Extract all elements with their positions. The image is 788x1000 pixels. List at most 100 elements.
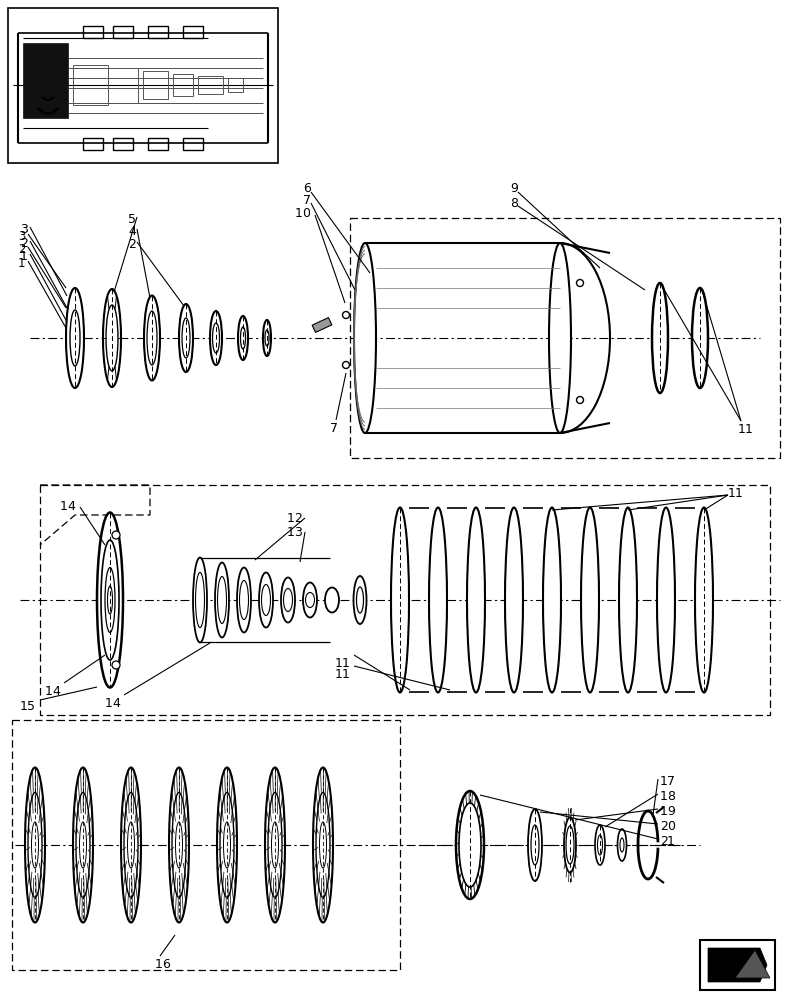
Ellipse shape	[169, 768, 189, 922]
Ellipse shape	[224, 822, 231, 868]
Ellipse shape	[28, 792, 42, 898]
Ellipse shape	[217, 768, 237, 922]
Ellipse shape	[73, 768, 93, 922]
Ellipse shape	[240, 580, 248, 619]
Ellipse shape	[281, 578, 295, 622]
Ellipse shape	[262, 584, 270, 615]
Ellipse shape	[144, 296, 160, 380]
Ellipse shape	[549, 243, 571, 433]
Bar	[8, 8, 278, 163]
Text: 5: 5	[128, 213, 136, 226]
Text: 9: 9	[667, 805, 675, 818]
Bar	[40, 485, 770, 715]
Ellipse shape	[692, 288, 708, 388]
Text: 1: 1	[728, 487, 736, 500]
Bar	[228, 78, 243, 92]
Text: 2: 2	[20, 237, 28, 250]
Text: 4: 4	[52, 685, 60, 698]
Bar	[350, 218, 780, 458]
Text: 5: 5	[27, 700, 35, 713]
Text: 2: 2	[660, 820, 668, 833]
Text: 1: 1	[667, 835, 675, 848]
Bar	[23, 43, 68, 118]
Text: 6: 6	[303, 182, 311, 195]
Ellipse shape	[195, 572, 205, 628]
Ellipse shape	[505, 508, 523, 692]
Ellipse shape	[303, 582, 317, 617]
Ellipse shape	[467, 508, 485, 692]
Ellipse shape	[265, 768, 285, 922]
Ellipse shape	[240, 327, 246, 349]
Bar	[143, 71, 168, 99]
Text: 4: 4	[128, 225, 136, 238]
Text: 0: 0	[667, 820, 675, 833]
Ellipse shape	[268, 792, 282, 898]
Ellipse shape	[80, 822, 87, 868]
Bar	[198, 76, 223, 94]
Ellipse shape	[105, 568, 115, 633]
Bar	[113, 138, 133, 150]
Text: 0: 0	[302, 207, 310, 220]
Circle shape	[343, 312, 350, 318]
Text: 1: 1	[295, 207, 303, 220]
Ellipse shape	[210, 311, 222, 365]
Ellipse shape	[595, 825, 605, 865]
Ellipse shape	[121, 768, 141, 922]
Bar	[183, 26, 203, 38]
Ellipse shape	[354, 576, 366, 624]
Ellipse shape	[66, 288, 84, 388]
Text: 7: 7	[667, 775, 675, 788]
Text: 1: 1	[287, 512, 295, 525]
Ellipse shape	[528, 809, 542, 881]
Ellipse shape	[97, 512, 123, 688]
Ellipse shape	[101, 540, 119, 660]
Text: 1: 1	[287, 526, 295, 539]
Bar	[148, 138, 168, 150]
Ellipse shape	[32, 822, 39, 868]
Ellipse shape	[319, 822, 326, 868]
Ellipse shape	[70, 310, 80, 366]
Text: 1: 1	[335, 668, 343, 681]
Text: 1: 1	[660, 790, 668, 803]
Ellipse shape	[657, 508, 675, 692]
Ellipse shape	[265, 330, 269, 346]
Text: 1: 1	[342, 668, 350, 681]
Text: 2: 2	[660, 835, 668, 848]
Ellipse shape	[284, 588, 292, 611]
Ellipse shape	[581, 508, 599, 692]
Ellipse shape	[182, 318, 190, 358]
Ellipse shape	[237, 568, 251, 633]
Ellipse shape	[106, 305, 118, 371]
Text: 3: 3	[18, 230, 25, 243]
Ellipse shape	[213, 323, 220, 353]
Ellipse shape	[193, 558, 207, 643]
Ellipse shape	[272, 822, 278, 868]
Circle shape	[577, 279, 583, 286]
Ellipse shape	[429, 508, 447, 692]
Polygon shape	[708, 948, 767, 982]
Ellipse shape	[325, 587, 339, 612]
Ellipse shape	[124, 792, 138, 898]
Ellipse shape	[566, 826, 574, 864]
Ellipse shape	[238, 316, 248, 360]
Ellipse shape	[172, 792, 186, 898]
Text: 1: 1	[155, 958, 163, 971]
Text: 8: 8	[667, 790, 675, 803]
Text: 1: 1	[335, 657, 343, 670]
Bar	[148, 26, 168, 38]
Ellipse shape	[564, 818, 576, 872]
Ellipse shape	[220, 792, 234, 898]
Bar	[113, 26, 133, 38]
Text: 3: 3	[20, 223, 28, 236]
Bar	[183, 138, 203, 150]
Ellipse shape	[128, 822, 135, 868]
Bar	[83, 26, 103, 38]
Ellipse shape	[76, 792, 90, 898]
Text: 1: 1	[18, 257, 25, 270]
Ellipse shape	[354, 243, 376, 433]
Text: 1: 1	[660, 805, 668, 818]
Ellipse shape	[531, 825, 539, 865]
Ellipse shape	[316, 792, 330, 898]
Ellipse shape	[619, 508, 637, 692]
Text: 1: 1	[20, 700, 28, 713]
